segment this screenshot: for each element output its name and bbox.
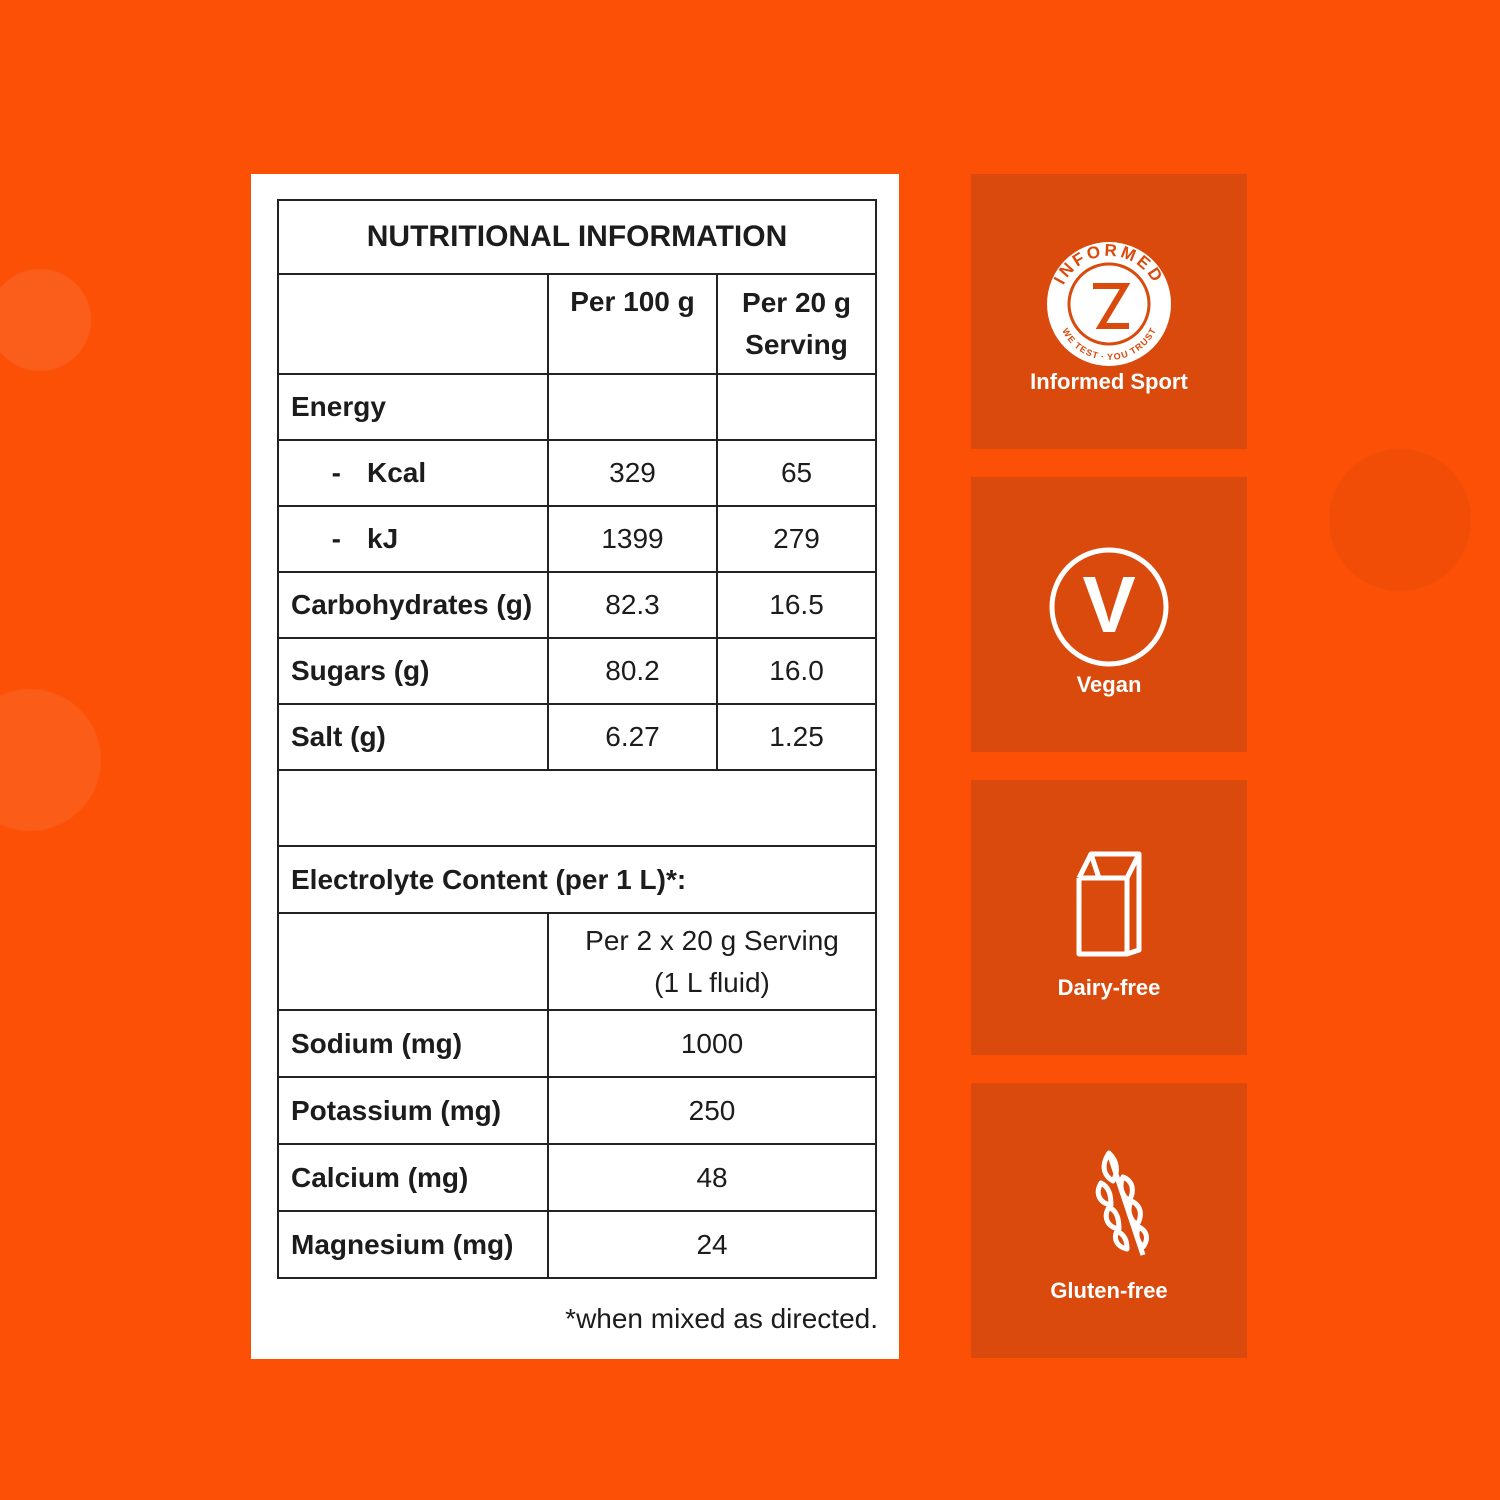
value-cell: 279	[715, 505, 878, 573]
table-row	[276, 769, 878, 847]
icon-letter: V	[1082, 560, 1135, 649]
row-label-text: Carbohydrates (g)	[291, 589, 533, 620]
table-title: NUTRITIONAL INFORMATION	[276, 199, 878, 275]
table-row: Potassium (mg) 250	[277, 1076, 878, 1145]
value-cell: 1000	[546, 1009, 878, 1078]
badge: Gluten-free	[971, 1083, 1247, 1358]
value-cell: 48	[546, 1143, 878, 1212]
row-label-text: Salt (g)	[291, 721, 386, 752]
row-label: Calcium (mg)	[277, 1143, 549, 1212]
value-cell: 1.25	[715, 703, 878, 771]
informed-logo: INFORMED WE TEST · YOU TRUST	[1047, 241, 1171, 366]
table-row: Calcium (mg) 48	[277, 1143, 878, 1212]
value-cell: 329	[547, 439, 718, 507]
blank-cell	[277, 273, 549, 375]
blank-cell	[276, 769, 878, 847]
nutrition-panel: NUTRITIONAL INFORMATION Per 100 g Per 20…	[251, 174, 899, 1359]
value-cell: 65	[715, 439, 878, 507]
nutrition-table: NUTRITIONAL INFORMATION Per 100 g Per 20…	[276, 199, 878, 1279]
value-cell: 82.3	[547, 571, 718, 639]
column-header: Per 20 g Serving	[715, 273, 878, 375]
row-label: Potassium (mg)	[277, 1076, 549, 1145]
row-label: Carbohydrates (g)	[277, 571, 549, 639]
table-row: - Kcal 329 65	[277, 439, 878, 507]
row-label: Energy	[277, 373, 549, 441]
table-row: Sodium (mg) 1000	[277, 1009, 878, 1078]
value-cell: 16.0	[715, 637, 878, 705]
badge-label: Informed Sport	[1030, 369, 1188, 394]
row-label: Magnesium (mg)	[277, 1210, 549, 1279]
dairy-free-icon	[1076, 851, 1142, 957]
row-label: Sugars (g)	[277, 637, 549, 705]
section-heading: Electrolyte Content (per 1 L)*:	[276, 845, 878, 914]
table-row: Carbohydrates (g) 82.3 16.5	[277, 571, 878, 639]
row-label: Salt (g)	[277, 703, 549, 771]
table-row: Sugars (g) 80.2 16.0	[277, 637, 878, 705]
value-cell: 24	[546, 1210, 878, 1279]
value-cell	[715, 373, 878, 441]
value-cell: 6.27	[547, 703, 718, 771]
row-prefix: -	[331, 457, 341, 488]
footnote: *when mixed as directed.	[565, 1303, 878, 1334]
column-header: Per 2 x 20 g Serving (1 L fluid)	[546, 912, 878, 1011]
badge: Dairy-free	[971, 780, 1247, 1055]
value-cell: 250	[546, 1076, 878, 1145]
blank-cell	[277, 912, 549, 1011]
column-header: Per 100 g	[547, 273, 718, 375]
row-label-text: Kcal	[367, 457, 427, 488]
table-row: Per 2 x 20 g Serving (1 L fluid)	[277, 912, 878, 1011]
table-row: Electrolyte Content (per 1 L)*:	[276, 845, 878, 914]
gluten-free-icon	[1095, 1150, 1149, 1256]
badge-label: Gluten-free	[1050, 1278, 1168, 1303]
badge: V Vegan	[971, 477, 1247, 752]
row-label: - Kcal	[277, 439, 549, 507]
table-row: - kJ 1399 279	[277, 505, 878, 573]
table-row: Magnesium (mg) 24	[277, 1210, 878, 1279]
badge-label: Dairy-free	[1057, 975, 1161, 1000]
value-cell: 80.2	[547, 637, 718, 705]
value-cell	[547, 373, 718, 441]
row-label-text: Sugars (g)	[291, 655, 430, 686]
row-label: Sodium (mg)	[277, 1009, 549, 1078]
vegan-icon: V	[1049, 547, 1169, 667]
row-label-text: Energy	[291, 391, 386, 422]
badge: INFORMED WE TEST · YOU TRUST Informed Sp…	[971, 174, 1247, 449]
row-label: - kJ	[277, 505, 549, 573]
table-row: Energy	[277, 373, 878, 441]
row-label-text: kJ	[367, 523, 399, 554]
table-row: Salt (g) 6.27 1.25	[277, 703, 878, 771]
value-cell: 16.5	[715, 571, 878, 639]
row-prefix: -	[331, 523, 341, 554]
column-header-line: Per 2 x 20 g Serving	[585, 924, 839, 956]
badge-label: Vegan	[1076, 672, 1142, 697]
column-header-line: (1 L fluid)	[654, 966, 770, 998]
value-cell: 1399	[547, 505, 718, 573]
